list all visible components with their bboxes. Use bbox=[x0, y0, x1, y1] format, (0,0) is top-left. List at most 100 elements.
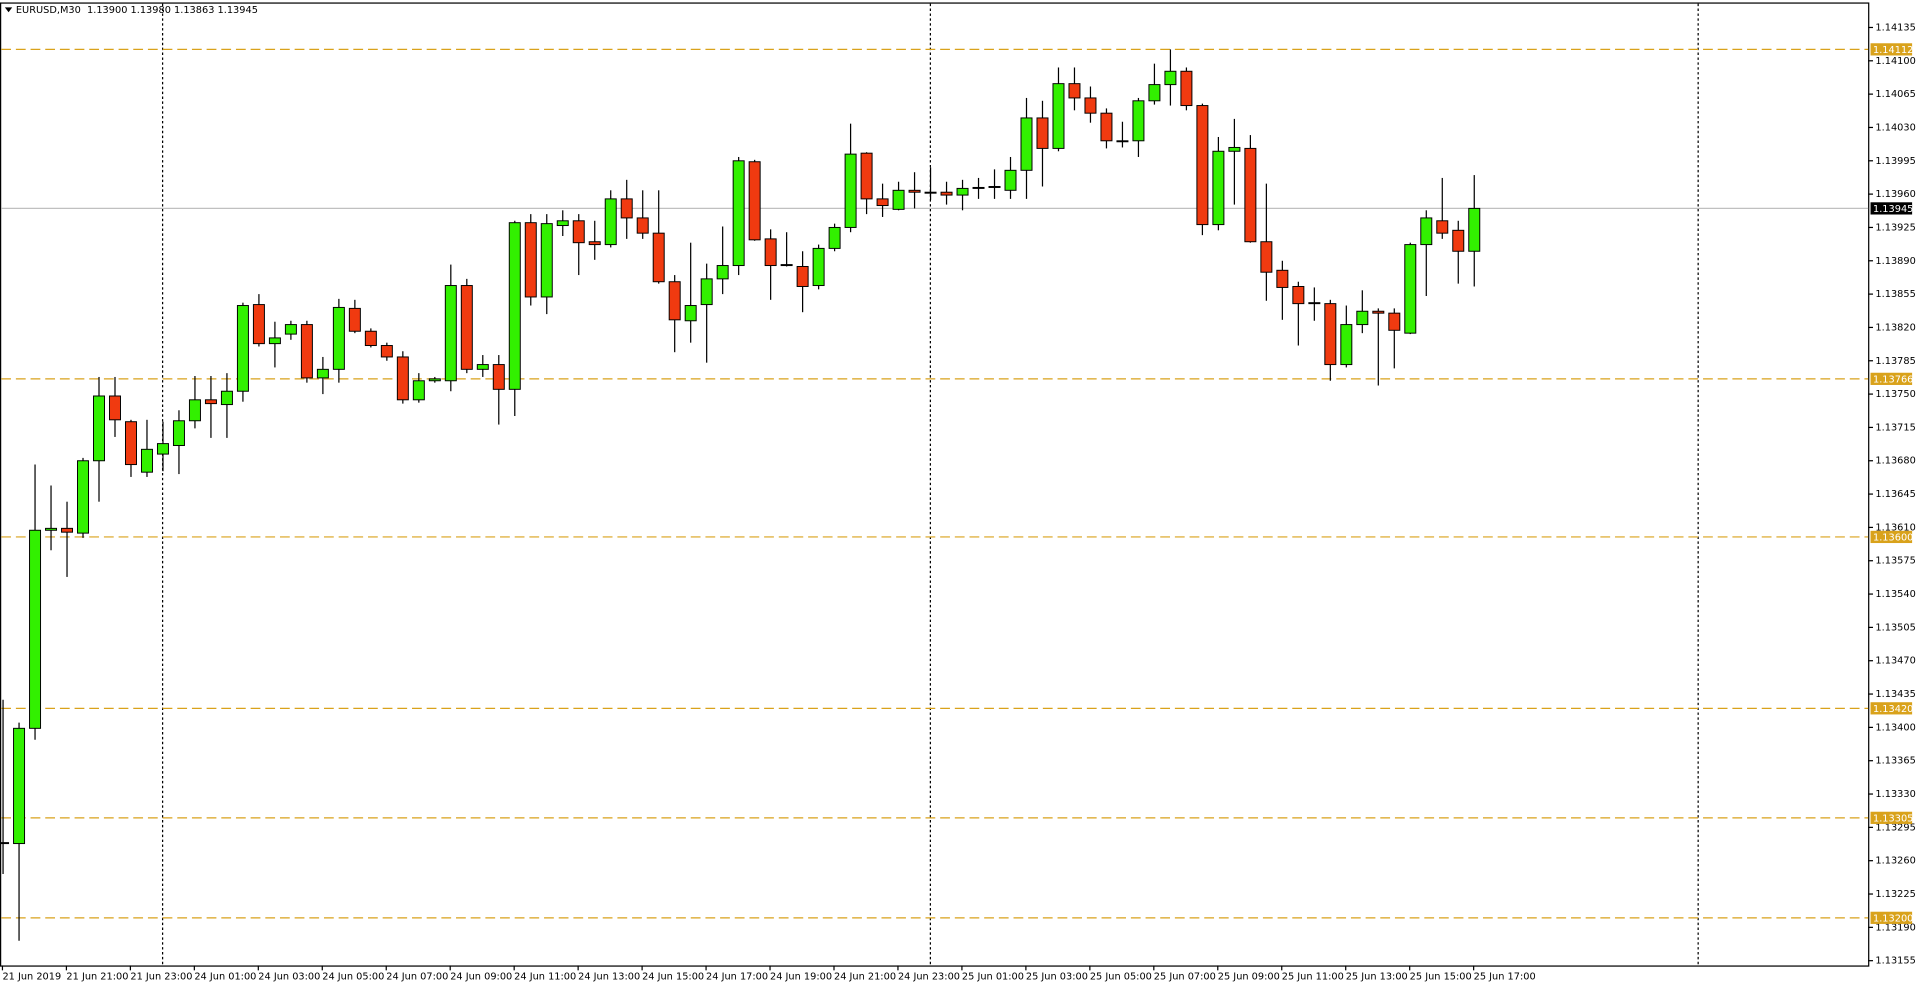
candle-body bbox=[908, 189, 921, 193]
candle-body bbox=[988, 186, 1001, 188]
candle-body bbox=[876, 198, 889, 207]
candle-body bbox=[316, 368, 329, 379]
candle-body bbox=[492, 364, 505, 390]
x-tick-label: 24 Jun 19:00 bbox=[770, 971, 832, 982]
level-label-box bbox=[1870, 372, 1913, 385]
level-label: 1.13766 bbox=[1873, 374, 1913, 385]
candle-body bbox=[1132, 100, 1145, 142]
y-tick-label: 1.13855 bbox=[1875, 289, 1915, 300]
candle-body bbox=[1452, 229, 1465, 252]
candle-body bbox=[61, 527, 74, 533]
candle-body bbox=[588, 241, 601, 246]
candle-body bbox=[556, 220, 569, 227]
candle-body bbox=[284, 324, 297, 335]
candle-body bbox=[348, 307, 361, 332]
candle-body bbox=[428, 378, 441, 382]
y-tick-label: 1.13890 bbox=[1875, 256, 1915, 267]
candle-body bbox=[972, 186, 985, 189]
candle-body bbox=[1468, 207, 1481, 252]
y-tick-label: 1.13715 bbox=[1875, 422, 1915, 433]
x-tick-label: 25 Jun 09:00 bbox=[1218, 971, 1280, 982]
candle-body bbox=[924, 191, 937, 194]
candle-body bbox=[1020, 117, 1033, 171]
candle-body bbox=[1356, 310, 1369, 326]
menu-arrow[interactable] bbox=[4, 7, 13, 13]
candle-body bbox=[748, 161, 761, 241]
x-tick-label: 24 Jun 09:00 bbox=[450, 971, 512, 982]
x-tick-label: 25 Jun 07:00 bbox=[1154, 971, 1216, 982]
y-tick-label: 1.13575 bbox=[1875, 556, 1915, 567]
candle-body bbox=[1436, 220, 1449, 234]
candle-body bbox=[1340, 324, 1353, 366]
candle-body bbox=[1244, 147, 1257, 243]
y-tick-label: 1.13365 bbox=[1875, 756, 1915, 767]
y-tick-label: 1.13645 bbox=[1875, 489, 1915, 500]
x-tick-label: 24 Jun 11:00 bbox=[514, 971, 576, 982]
candle-body bbox=[1372, 310, 1385, 314]
candle-body bbox=[396, 356, 409, 401]
level-label-box bbox=[1870, 43, 1913, 56]
level-label: 1.13305 bbox=[1873, 813, 1913, 824]
y-tick-label: 1.14100 bbox=[1875, 56, 1915, 67]
candle-body bbox=[1148, 84, 1161, 102]
level-label-box bbox=[1870, 911, 1913, 924]
level-label: 1.13420 bbox=[1873, 704, 1913, 715]
x-tick-label: 21 Jun 23:00 bbox=[130, 971, 192, 982]
candle-body bbox=[620, 198, 633, 219]
chart-header: EURUSD,M30 1.13900 1.13980 1.13863 1.139… bbox=[16, 5, 258, 16]
candle-body bbox=[380, 345, 393, 358]
level-label: 1.14112 bbox=[1873, 45, 1913, 56]
candle-body bbox=[0, 842, 10, 845]
level-label-box bbox=[1870, 702, 1913, 715]
x-tick-label: 25 Jun 01:00 bbox=[962, 971, 1024, 982]
y-tick-label: 1.13295 bbox=[1875, 822, 1915, 833]
candle-body bbox=[1180, 70, 1193, 107]
y-tick-label: 1.14065 bbox=[1875, 89, 1915, 100]
candle-body bbox=[1404, 244, 1417, 334]
candle-body bbox=[332, 306, 345, 370]
candle-body bbox=[796, 266, 809, 287]
y-tick-label: 1.13925 bbox=[1875, 222, 1915, 233]
candle-body bbox=[1420, 217, 1433, 246]
candle-body bbox=[236, 305, 249, 392]
y-tick-label: 1.13785 bbox=[1875, 356, 1915, 367]
x-tick-label: 25 Jun 13:00 bbox=[1346, 971, 1408, 982]
candle-body bbox=[540, 223, 553, 298]
candle-body bbox=[1068, 83, 1081, 99]
x-tick-label: 24 Jun 15:00 bbox=[642, 971, 704, 982]
y-tick-label: 1.13960 bbox=[1875, 189, 1915, 200]
candle-body bbox=[780, 264, 793, 267]
axes: 1.14135 1.14100 1.14065 1.14030 1.13995 1.139… bbox=[1, 22, 1916, 982]
candle-body bbox=[684, 305, 697, 322]
candle-body bbox=[1308, 302, 1321, 305]
candle-body bbox=[93, 395, 105, 462]
candle-body bbox=[1164, 70, 1177, 86]
candle-body bbox=[204, 399, 217, 405]
candle-body bbox=[476, 364, 489, 370]
candle-body bbox=[956, 187, 969, 196]
level-label-box bbox=[1870, 530, 1913, 544]
candle-body bbox=[1036, 117, 1049, 149]
candle-body bbox=[1116, 140, 1129, 143]
candle-body bbox=[109, 395, 121, 421]
y-tick-label: 1.13260 bbox=[1875, 856, 1915, 867]
x-tick-label: 24 Jun 05:00 bbox=[322, 971, 384, 982]
y-tick-label: 1.13400 bbox=[1875, 722, 1915, 733]
candle-body bbox=[460, 285, 473, 370]
candle-body bbox=[268, 337, 281, 345]
y-tick-label: 1.13610 bbox=[1875, 522, 1915, 533]
candle-body bbox=[1004, 169, 1017, 191]
candle-body bbox=[1260, 241, 1273, 273]
candle-body bbox=[1196, 105, 1209, 226]
y-tick-label: 1.13470 bbox=[1875, 656, 1915, 667]
candle-body bbox=[1084, 97, 1097, 114]
x-tick-label: 25 Jun 03:00 bbox=[1026, 971, 1088, 982]
y-tick-label: 1.13435 bbox=[1875, 689, 1915, 700]
y-tick-label: 1.13540 bbox=[1875, 589, 1915, 600]
candle-body bbox=[652, 232, 665, 283]
bid-label-box bbox=[1870, 202, 1913, 215]
x-tick-label: 24 Jun 21:00 bbox=[834, 971, 896, 982]
candle-body bbox=[1228, 146, 1241, 152]
candle-body bbox=[1052, 83, 1065, 149]
